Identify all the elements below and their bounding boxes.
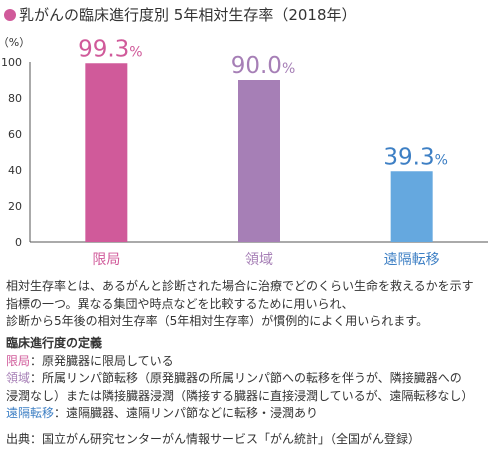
bar xyxy=(390,171,433,242)
y-tick-label: 60 xyxy=(8,128,22,141)
y-tick-label: 0 xyxy=(15,236,22,249)
description-line: 診断から5年後の相対生存率（5年相対生存率）が慣例的によく用いられます。 xyxy=(6,314,429,328)
definition-regional: 領域：所属リンパ節転移（原発臓器の所属リンパ節への転移を伴うが、隣接臓器への xyxy=(6,370,473,388)
y-tick-label: 100 xyxy=(1,56,22,69)
definition-heading: 臨床進行度の定義 xyxy=(6,336,103,350)
description-line: 相対生存率とは、あるがんと診断された場合に治療でどのくらい生命を救えるかを示す xyxy=(6,279,474,293)
bar xyxy=(85,63,128,243)
definition-text: ：所属リンパ節転移（原発臓器の所属リンパ節への転移を伴うが、隣接臓器への xyxy=(30,371,462,385)
description-line: 指標の一つ。異なる集団や時点などを比較するために用いられ、 xyxy=(6,296,354,311)
x-category-label: 限局 xyxy=(92,252,120,268)
y-axis-unit-label: （%） xyxy=(0,36,30,49)
data-label: 99.3% xyxy=(78,36,143,62)
data-label: 39.3% xyxy=(383,144,448,170)
definition-text: ：遠隔臓器、遠隔リンパ節などに転移・浸潤あり xyxy=(54,406,319,420)
description: 相対生存率とは、あるがんと診断された場合に治療でどのくらい生命を救えるかを示す … xyxy=(6,278,474,331)
bar xyxy=(238,80,280,242)
definition-distant: 遠隔転移：遠隔臓器、遠隔リンパ節などに転移・浸潤あり xyxy=(6,405,473,423)
definition-term: 領域 xyxy=(6,371,31,385)
x-category-label: 領域 xyxy=(245,251,273,268)
chart-title: 乳がんの臨床進行度別 5年相対生存率（2018年） xyxy=(4,4,357,25)
y-tick-label: 20 xyxy=(8,200,22,213)
definition-text: ：原発臓器に限局している xyxy=(30,353,174,368)
data-label: 90.0% xyxy=(231,53,296,79)
definition-regional-cont: 浸潤なし）または隣接臓器浸潤（隣接する臓器に直接浸潤しているが、遠隔転移なし） xyxy=(6,388,473,406)
bar-chart: （%） 0 20 40 60 80 100 99.3% 限局 90.0% 領域 39.3% 遠隔転移 xyxy=(0,36,488,268)
y-tick-label: 40 xyxy=(8,164,22,177)
source-note: 出典：国立がん研究センターがん情報サービス「がん統計」（全国がん登録） xyxy=(6,432,421,446)
definition-term: 限局 xyxy=(6,353,31,368)
bullet-icon xyxy=(4,9,16,21)
definition-local: 限局：原発臓器に限局している xyxy=(6,353,473,371)
x-category-label: 遠隔転移 xyxy=(384,252,440,268)
y-tick-label: 80 xyxy=(8,92,22,105)
chart-title-text: 乳がんの臨床進行度別 5年相対生存率（2018年） xyxy=(19,6,357,24)
definitions: 臨床進行度の定義 限局：原発臓器に限局している 領域：所属リンパ節転移（原発臓器… xyxy=(6,335,473,423)
definition-text: 浸潤なし）または隣接臓器浸潤（隣接する臓器に直接浸潤しているが、遠隔転移なし） xyxy=(6,388,474,403)
definition-term: 遠隔転移 xyxy=(6,406,55,420)
